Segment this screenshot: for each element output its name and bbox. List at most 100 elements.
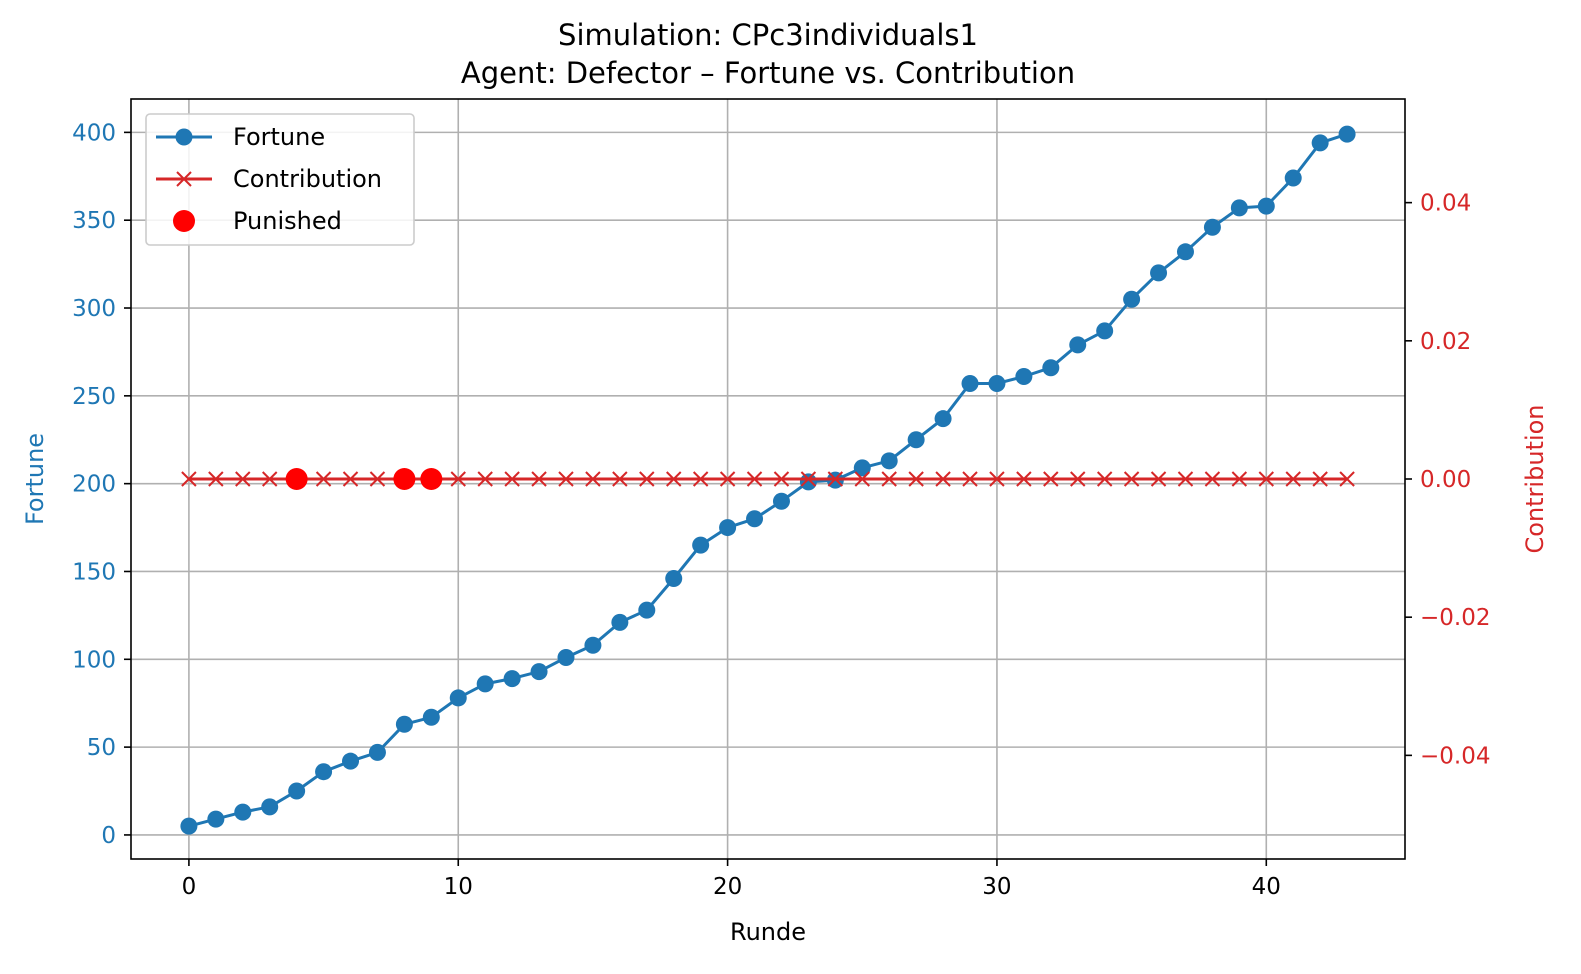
fortune-point (1284, 169, 1302, 187)
legend-fortune-marker (175, 128, 193, 146)
fortune-point (934, 410, 952, 428)
fortune-point (1230, 199, 1248, 217)
contribution-point (1043, 471, 1059, 487)
y-axis-label-left: Fortune (21, 433, 49, 525)
fortune-point (988, 375, 1006, 393)
y-right-tick-label: 0.00 (1420, 467, 1471, 493)
fortune-point (557, 649, 575, 667)
contribution-point (1339, 471, 1355, 487)
contribution-point (315, 471, 332, 487)
contribution-point (800, 471, 817, 487)
contribution-point (719, 471, 736, 487)
legend-contribution-label: Contribution (233, 165, 382, 193)
y-left-tick-label: 400 (72, 120, 116, 146)
contribution-point (1231, 471, 1248, 487)
x-axis-label: Runde (730, 918, 806, 946)
contribution-point (908, 471, 924, 487)
y-left-tick-label: 300 (72, 296, 116, 322)
contribution-point (181, 471, 197, 487)
y-right-tick-label: 0.02 (1420, 329, 1471, 355)
y-right-tick-label: 0.04 (1420, 191, 1471, 217)
chart-title-line2: Agent: Defector – Fortune vs. Contributi… (461, 56, 1075, 90)
contribution-point (504, 471, 520, 487)
contribution-point (1258, 471, 1274, 487)
fortune-point (315, 763, 333, 781)
y-right-tick-label: −0.04 (1420, 743, 1490, 769)
contribution-point (989, 471, 1005, 487)
legend: Fortune Contribution Punished (145, 113, 415, 246)
contribution-point (477, 471, 493, 487)
fortune-point (772, 492, 790, 510)
y-left-tick-label: 200 (72, 472, 116, 498)
contribution-point (450, 471, 466, 487)
contribution-point (746, 471, 763, 487)
contribution-point (1070, 471, 1086, 487)
contribution-point (208, 471, 224, 487)
fortune-point (611, 613, 629, 631)
x-tick-label: 40 (1252, 874, 1281, 900)
x-tick-label: 10 (444, 874, 473, 900)
fortune-point (746, 510, 764, 528)
contribution-point (1177, 471, 1194, 487)
contribution-point (1016, 471, 1032, 487)
fortune-point (288, 782, 306, 800)
y-left-tick-label: 50 (87, 735, 116, 761)
contribution-point (854, 471, 870, 487)
fortune-point (234, 803, 252, 821)
legend-punished-label: Punished (233, 207, 342, 235)
fortune-point (1203, 218, 1221, 236)
contribution-point (962, 471, 978, 487)
fortune-point (261, 798, 279, 816)
fortune-point (1257, 197, 1275, 215)
fortune-point (395, 715, 413, 733)
punished-point (393, 468, 416, 490)
fortune-point (584, 636, 602, 654)
x-tick-label: 0 (182, 874, 197, 900)
contribution-point (1123, 471, 1140, 487)
y-left-tick-label: 100 (72, 647, 116, 673)
contribution-point (881, 471, 897, 487)
legend-contribution-marker (176, 171, 192, 187)
contribution-point (1285, 471, 1301, 487)
fortune-point (1338, 125, 1356, 143)
fortune-point (907, 431, 925, 449)
legend-fortune-label: Fortune (233, 123, 325, 151)
contribution-point (585, 471, 601, 487)
y-left-tick-label: 250 (72, 384, 116, 410)
fortune-point (853, 459, 871, 477)
fortune-point (1042, 359, 1060, 377)
fortune-point (207, 810, 225, 828)
fortune-point (638, 601, 656, 619)
fortune-point (719, 519, 737, 537)
fortune-point (422, 708, 440, 726)
contribution-point (1150, 471, 1167, 487)
y-left-tick-label: 150 (72, 559, 116, 585)
fortune-point (1150, 264, 1168, 282)
chart-title-line1: Simulation: CPc3individuals1 (558, 18, 978, 52)
fortune-point (449, 689, 467, 707)
fortune-point (1069, 336, 1087, 354)
fortune-point (1311, 134, 1329, 152)
fortune-point (1123, 290, 1141, 308)
contribution-point (1204, 471, 1221, 487)
y-left-tick-label: 350 (72, 208, 116, 234)
contribution-point (773, 471, 790, 487)
legend-box (145, 113, 415, 246)
contribution-point (558, 471, 574, 487)
fortune-point (799, 473, 817, 491)
fortune-point (880, 452, 898, 470)
axes: 0 10 20 30 40050100150200250300350400−0.04−0… (72, 120, 1490, 900)
contribution-point (369, 471, 386, 487)
contribution-point (935, 471, 951, 487)
fortune-point (1096, 322, 1114, 340)
fortune-point (692, 536, 710, 554)
contribution-point (692, 471, 709, 487)
contribution-point (262, 471, 278, 487)
y-axis-label-right: Contribution (1521, 404, 1549, 553)
fortune-point (342, 752, 360, 770)
contribution-point (1096, 471, 1113, 487)
fortune-point (180, 817, 198, 835)
x-tick-label: 20 (713, 874, 742, 900)
y-right-tick-label: −0.02 (1420, 605, 1490, 631)
